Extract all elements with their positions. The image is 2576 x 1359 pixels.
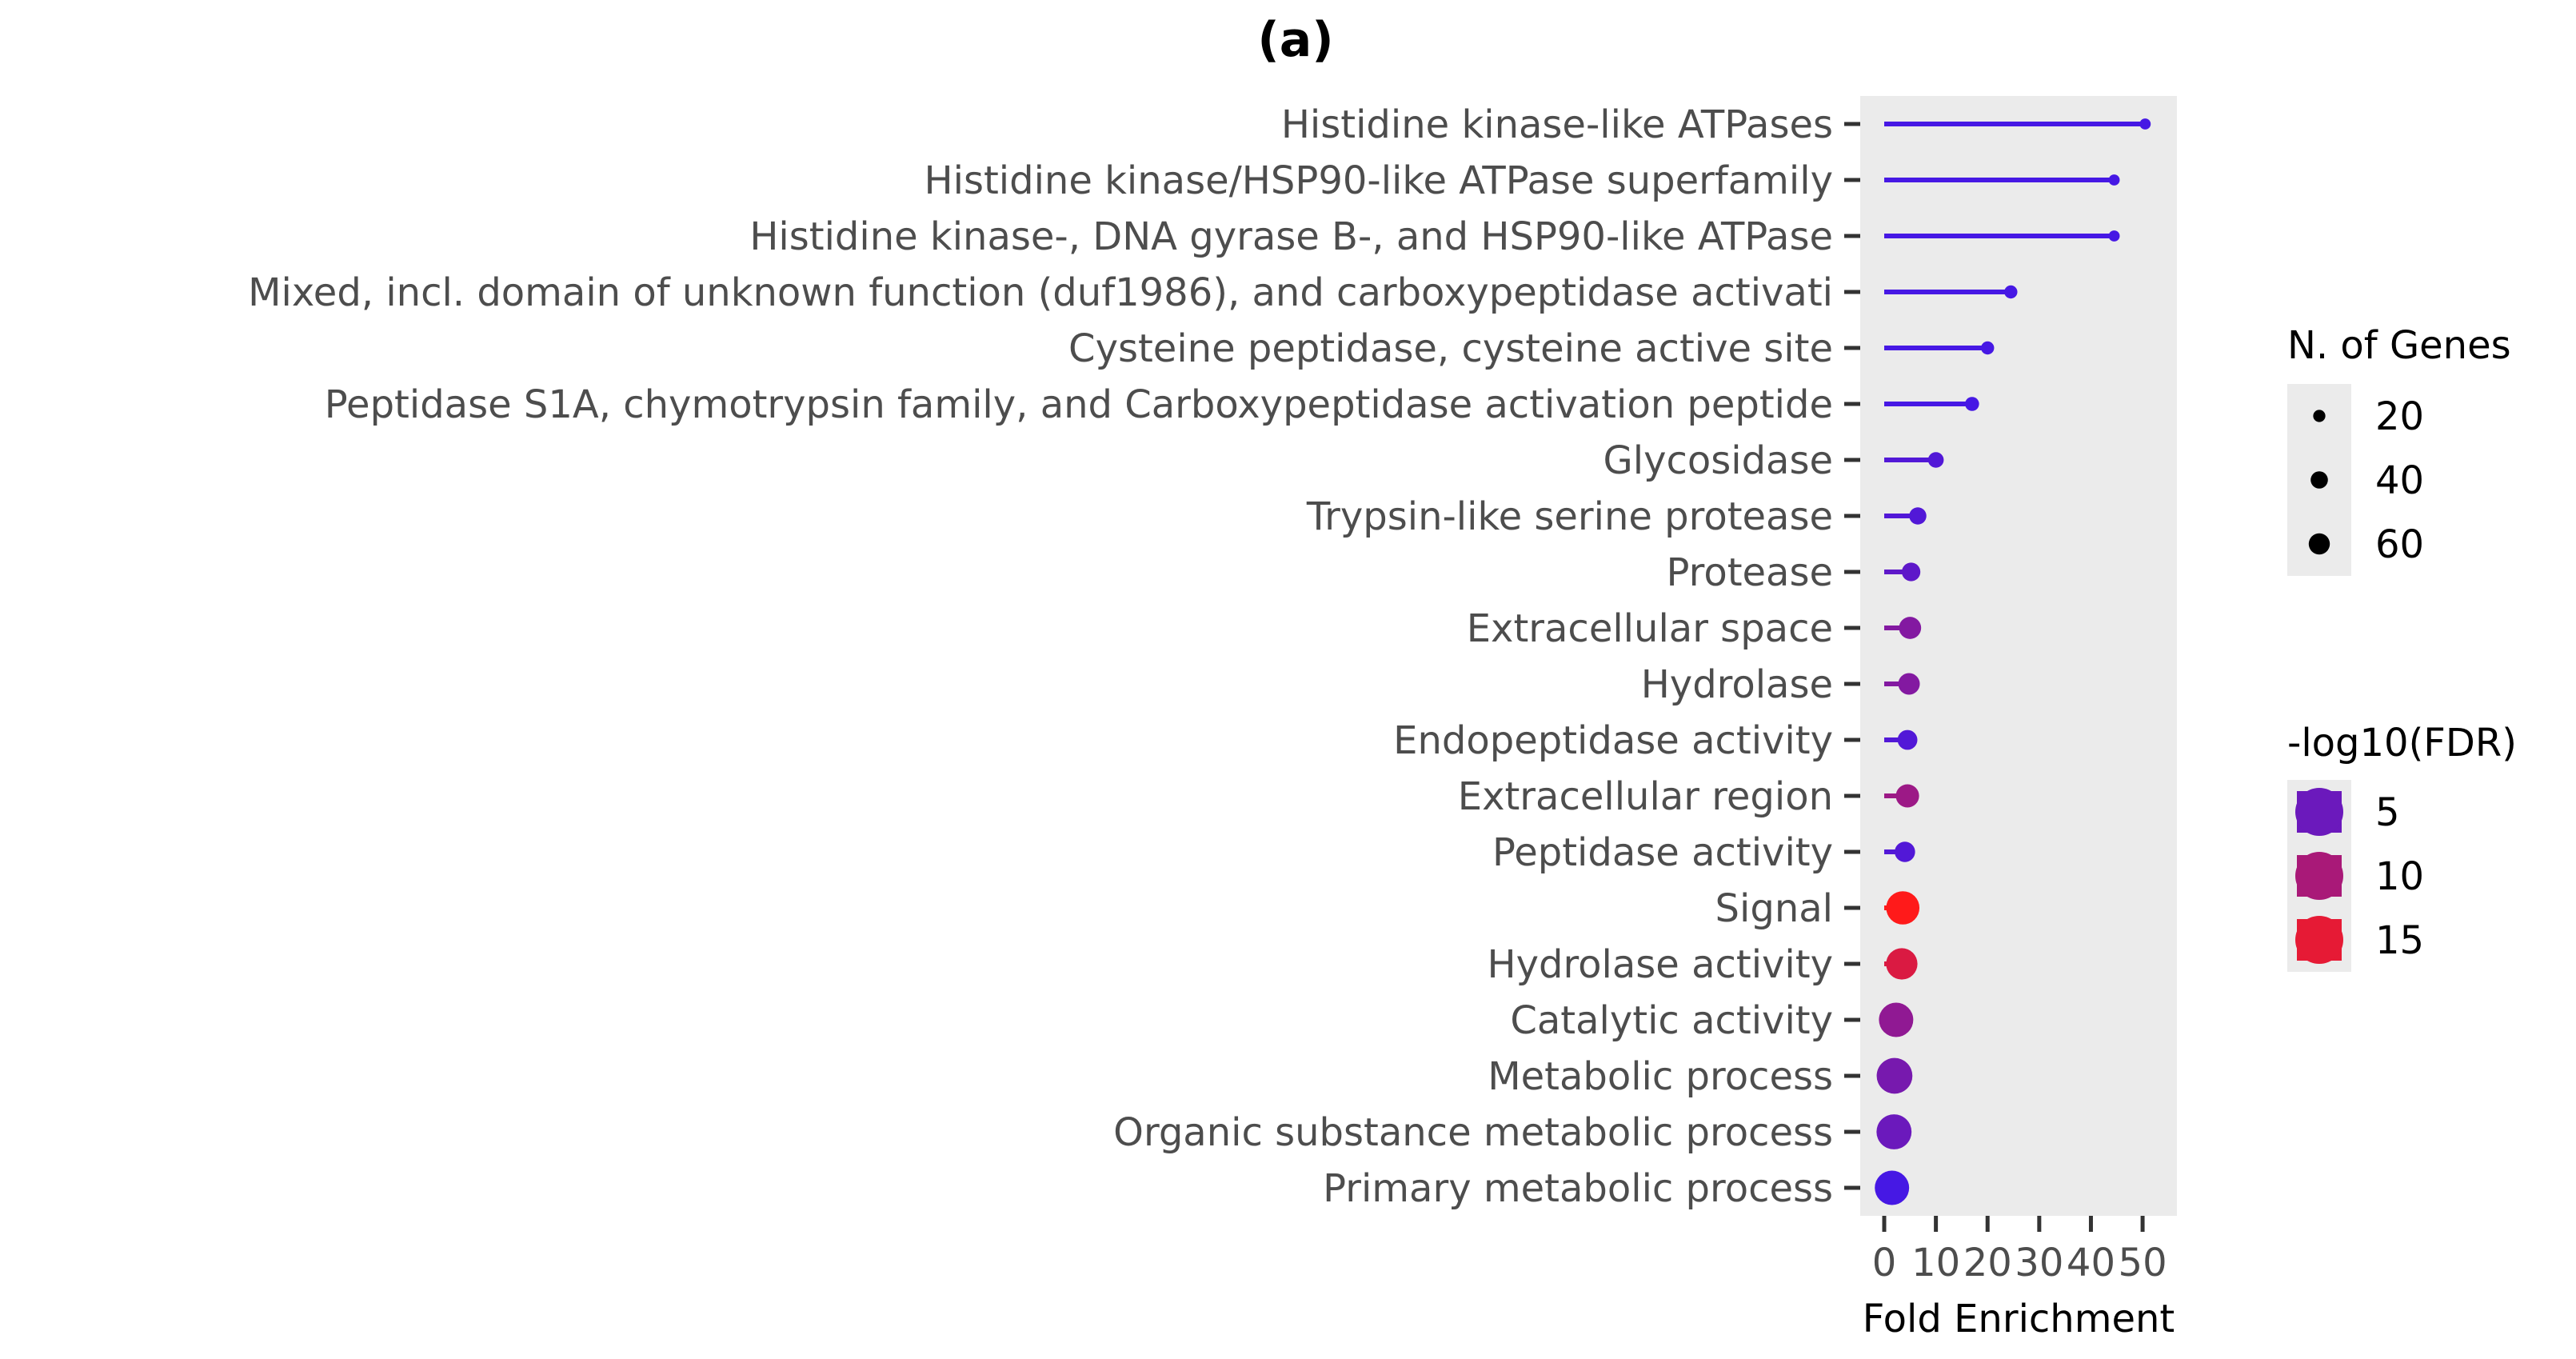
size-legend-key [2313,410,2326,422]
size-legend-key [2310,471,2328,489]
lollipop-point [1899,617,1922,639]
x-tick-label: 50 [2119,1241,2167,1285]
category-label: Endopeptidase activity [1393,718,1833,763]
lollipop-point [1895,784,1919,808]
x-tick-label: 0 [1872,1241,1897,1285]
lollipop-point [2108,174,2120,186]
category-label: Histidine kinase-, DNA gyrase B-, and HS… [749,214,1833,259]
category-label: Catalytic activity [1510,998,1833,1043]
color-legend-label: 5 [2375,790,2400,835]
lollipop-point [1876,1114,1912,1149]
category-label: Protease [1667,550,1833,595]
category-label: Extracellular region [1458,774,1833,819]
category-labels: Histidine kinase-like ATPases Histidine k… [248,102,1833,1211]
x-axis-tick-labels: 0 10 20 30 40 50 [1872,1241,2167,1285]
lollipop-point [1898,673,1920,695]
category-label: Hydrolase [1641,662,1833,707]
color-legend-label: 10 [2375,854,2424,899]
size-legend-label: 40 [2375,458,2424,503]
category-label: Primary metabolic process [1323,1166,1833,1211]
lollipop-point [2108,230,2120,242]
category-label: Signal [1715,886,1833,931]
lollipop-points [1875,118,2151,1205]
category-label: Mixed, incl. domain of unknown function … [248,270,1833,315]
lollipop-point [1886,891,1920,925]
lollipop-point [1886,948,1918,980]
size-legend-key [2308,533,2330,555]
category-label: Peptidase S1A, chymotrypsin family, and … [325,382,1833,427]
color-legend: -log10(FDR) 5 10 15 [2287,721,2517,972]
category-label: Extracellular space [1467,606,1833,651]
y-axis-ticks [1844,122,1860,1190]
color-legend-key-dot [2295,788,2343,836]
color-legend-label: 15 [2375,918,2424,963]
x-tick-label: 40 [2067,1241,2115,1285]
lollipop-point [1965,397,1979,411]
category-label: Hydrolase activity [1488,942,1834,987]
figure-panel-label: (a) [1257,12,1333,68]
lollipop-point [1879,1002,1914,1037]
color-legend-title: -log10(FDR) [2287,721,2517,765]
color-legend-key-dot [2295,916,2343,964]
category-label: Metabolic process [1488,1054,1833,1099]
size-legend-title: N. of Genes [2287,323,2511,368]
size-legend-label: 60 [2375,522,2424,567]
category-label: Cysteine peptidase, cysteine active site [1068,326,1833,371]
lollipop-point [1897,729,1918,750]
x-tick-label: 30 [2015,1241,2063,1285]
lollipop-point [1909,507,1927,525]
x-tick-label: 10 [1911,1241,1960,1285]
x-tick-label: 20 [1963,1241,2012,1285]
plot-panel [1860,96,2177,1216]
category-label: Peptidase activity [1492,830,1833,875]
category-label: Histidine kinase-like ATPases [1281,102,1833,147]
size-legend-label: 20 [2375,394,2424,439]
category-label: Organic substance metabolic process [1113,1110,1833,1155]
category-label: Glycosidase [1604,438,1833,483]
lollipop-point [2139,118,2151,130]
lollipop-point [1927,452,1944,468]
lollipop-point [1902,562,1921,582]
lollipop-point [1981,341,1995,355]
x-axis-ticks [1882,1216,2145,1232]
lollipop-point [1895,841,1915,862]
category-label: Histidine kinase/HSP90-like ATPase super… [925,158,1833,203]
x-axis-title: Fold Enrichment [1863,1297,2175,1341]
category-label: Trypsin-like serine protease [1306,494,1833,539]
lollipop-point [1875,1170,1910,1205]
size-legend: N. of Genes 20 40 60 [2287,323,2511,576]
color-legend-key-dot [2295,852,2343,900]
lollipop-point [1876,1057,1913,1094]
lollipop-point [2004,285,2018,299]
